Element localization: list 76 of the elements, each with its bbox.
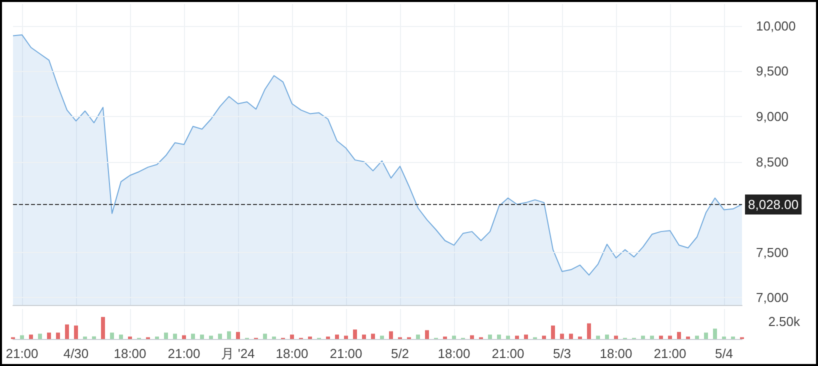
bar — [614, 336, 618, 339]
bar — [191, 334, 195, 339]
bar — [452, 336, 456, 339]
bar — [56, 332, 60, 339]
bar — [542, 336, 546, 339]
bar — [713, 328, 717, 339]
bar — [236, 332, 240, 339]
x-tick-label: 21:00 — [492, 346, 524, 361]
x-tick-label: 18:00 — [276, 346, 308, 361]
bar — [380, 336, 384, 339]
bar — [524, 334, 528, 339]
bar — [20, 335, 24, 339]
x-tick-label: 5/3 — [552, 346, 572, 361]
x-tick-label: 21:00 — [168, 346, 200, 361]
x-tick-label: 21:00 — [6, 346, 38, 361]
bar — [335, 334, 339, 339]
bar — [290, 334, 294, 339]
bar — [263, 334, 267, 339]
bar — [488, 334, 492, 339]
y-tick-label: 10,000 — [756, 18, 796, 34]
bar — [110, 332, 114, 339]
bar — [668, 336, 672, 339]
bar — [695, 336, 699, 339]
x-tick-label: 21:00 — [330, 346, 362, 361]
text: 2.50k — [768, 314, 800, 329]
ref-line-label: 8,028.00 — [748, 197, 799, 212]
bar — [506, 336, 510, 339]
bar — [605, 334, 609, 339]
bar — [560, 334, 564, 339]
bar — [218, 334, 222, 339]
y-tick-label: 9,000 — [756, 108, 789, 124]
bar — [164, 332, 168, 339]
bar — [101, 316, 105, 339]
y-tick-label: 8,500 — [756, 154, 789, 170]
x-tick-label: 5/4 — [714, 346, 734, 361]
bar — [65, 324, 69, 339]
bar — [389, 331, 393, 339]
bar — [677, 332, 681, 339]
bar — [353, 330, 357, 339]
bar — [650, 336, 654, 339]
bar — [596, 336, 600, 339]
bar — [497, 334, 501, 339]
bar — [515, 336, 519, 339]
bar — [704, 332, 708, 339]
bar — [470, 335, 474, 339]
bar — [551, 326, 555, 339]
bar — [209, 336, 213, 339]
bar — [227, 331, 231, 339]
bar — [29, 334, 33, 339]
bar — [92, 336, 96, 339]
y-tick-label: 9,500 — [756, 64, 789, 79]
bar — [362, 334, 366, 339]
y-tick-label: 7,500 — [756, 244, 789, 260]
bar — [74, 326, 78, 339]
x-tick-label: 18:00 — [114, 346, 146, 361]
y-tick-label: 7,000 — [756, 290, 789, 306]
x-tick-label: 5/2 — [390, 346, 410, 361]
x-tick-label: 21:00 — [654, 346, 686, 361]
bar — [173, 334, 177, 339]
x-tick-label: 18:00 — [438, 346, 470, 361]
bar — [119, 334, 123, 339]
bar — [47, 332, 51, 339]
bar — [641, 336, 645, 339]
bar — [569, 334, 573, 339]
bar — [344, 336, 348, 339]
bar — [371, 334, 375, 339]
x-tick-label: 月 '24 — [221, 346, 255, 361]
x-tick-label: 18:00 — [600, 346, 632, 361]
bar — [182, 335, 186, 339]
bar — [200, 334, 204, 339]
bar — [587, 323, 591, 339]
bar — [659, 336, 663, 339]
bar — [38, 334, 42, 339]
bar — [416, 334, 420, 339]
x-tick-label: 4/30 — [63, 346, 89, 361]
bar — [425, 330, 429, 339]
